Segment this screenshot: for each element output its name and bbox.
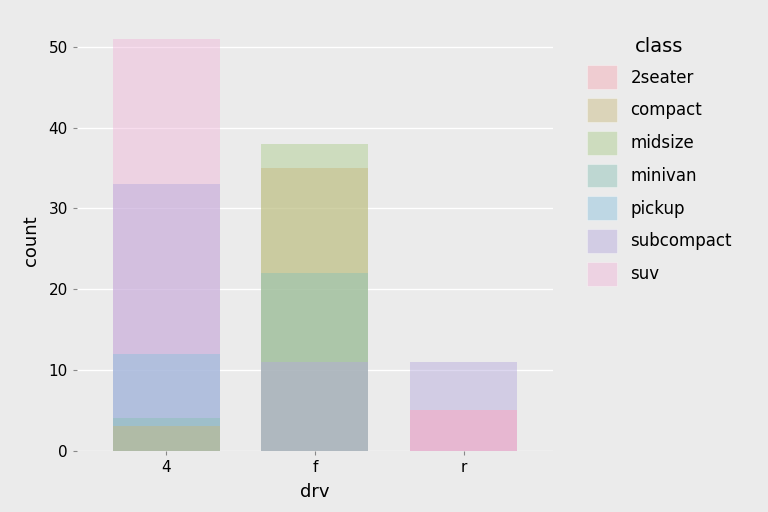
X-axis label: drv: drv — [300, 483, 329, 501]
Bar — [410, 410, 518, 451]
Bar — [112, 184, 220, 451]
Bar — [112, 39, 220, 451]
Bar — [112, 426, 220, 451]
Bar — [261, 362, 369, 451]
Bar — [410, 410, 518, 451]
Y-axis label: count: count — [22, 216, 40, 266]
Bar — [112, 354, 220, 451]
Bar — [261, 144, 369, 451]
Bar — [261, 168, 369, 451]
Bar — [112, 418, 220, 451]
Legend: 2seater, compact, midsize, minivan, pickup, subcompact, suv: 2seater, compact, midsize, minivan, pick… — [581, 31, 739, 292]
Bar — [410, 362, 518, 451]
Bar — [261, 273, 369, 451]
